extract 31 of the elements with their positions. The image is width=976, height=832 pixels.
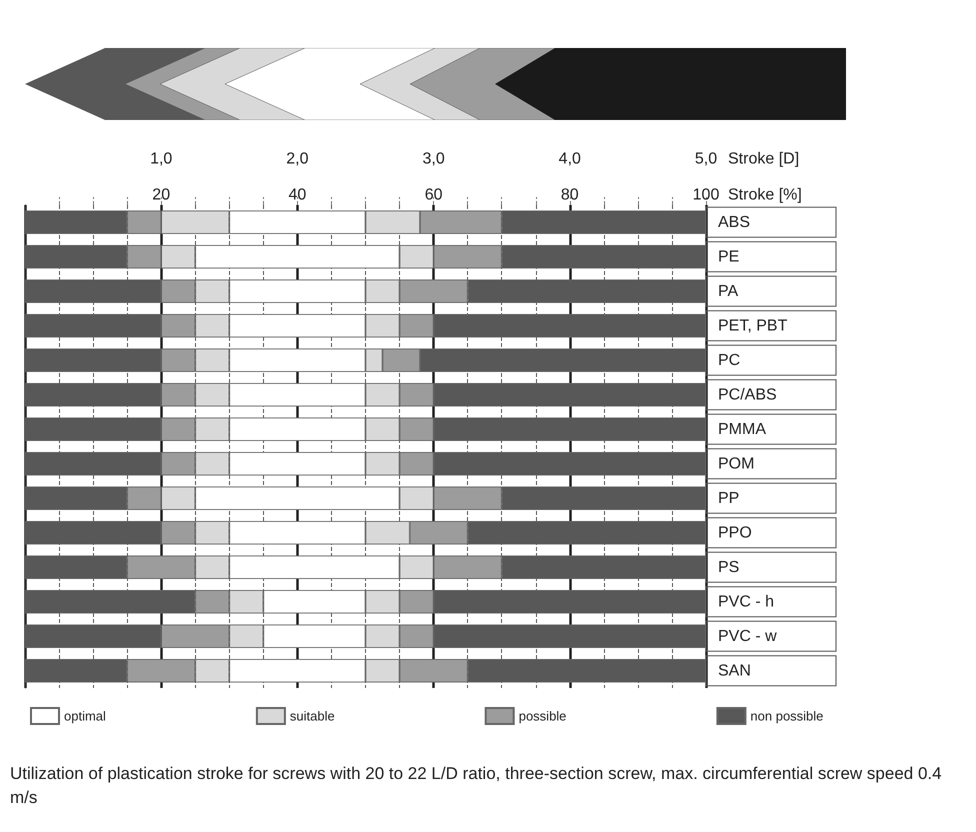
y-tick-label: PC/ABS <box>718 386 777 404</box>
y-tick-label: PVC - h <box>718 593 774 610</box>
y-tick-label: ABS <box>718 214 750 231</box>
y-tick-label: PA <box>718 282 738 300</box>
x-tick-label: 40 <box>288 186 306 204</box>
x2-tick-label: 5,0 <box>694 150 718 168</box>
y-tick-label: POM <box>718 455 754 472</box>
x-tick-label: 20 <box>152 186 170 204</box>
x-tick-label: 100 <box>692 186 720 204</box>
x2-tick-label: 4,0 <box>558 150 582 168</box>
x-tick-label: 80 <box>560 186 579 204</box>
x-axis-title: Stroke [%] <box>728 186 802 204</box>
y-tick-label: PP <box>718 490 740 507</box>
y-tick-label: PVC - w <box>718 628 778 645</box>
legend-label: possible <box>518 708 566 724</box>
y-tick-label: SAN <box>718 662 751 680</box>
y-tick-label: PE <box>718 248 740 266</box>
x2-axis-title: Stroke [D] <box>728 150 800 168</box>
x-tick-label: 60 <box>424 186 443 204</box>
y-tick-label: PMMA <box>718 420 766 438</box>
legend-label: optimal <box>64 708 106 724</box>
y-tick-label: PPO <box>718 524 752 542</box>
x2-tick-label: 2,0 <box>286 150 309 168</box>
x2-tick-label: 1,0 <box>150 150 172 168</box>
x2-tick-label: 3,0 <box>422 150 445 168</box>
legend-label: suitable <box>290 708 335 724</box>
y-tick-label: PC <box>718 352 740 369</box>
legend-label: non possible <box>750 708 824 724</box>
y-tick-label: PS <box>718 558 740 576</box>
text: Utilization of plastication stroke for screws with 20 to 22 L/D ratio, three-section screw, max. circumferential screw speed 0.4 m/s <box>10 763 943 809</box>
y-tick-label: PET, PBT <box>718 317 788 334</box>
